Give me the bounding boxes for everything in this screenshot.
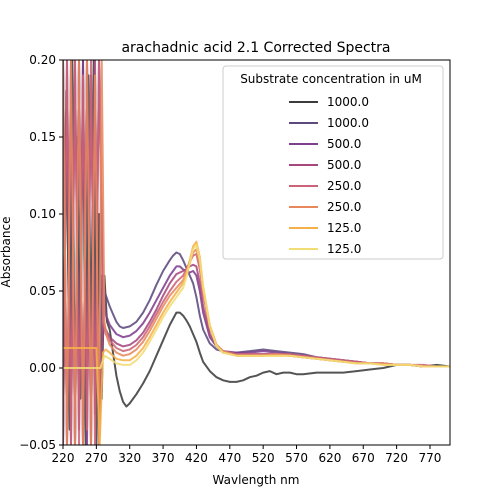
legend-entries: 1000.0 1000.0 500.0 500.0 250.0 250.0 125.0 125… — [289, 95, 369, 256]
legend-title: Substrate concentration in uM — [240, 72, 422, 86]
legend-label: 125.0 — [327, 242, 361, 256]
x-tick-label: 420 — [185, 451, 208, 465]
y-tick-label: 0.05 — [29, 284, 56, 298]
legend-label: 250.0 — [327, 200, 361, 214]
y-tick-label: 0.20 — [29, 53, 56, 67]
legend-label: 250.0 — [327, 179, 361, 193]
x-tick-label: 320 — [118, 451, 141, 465]
x-tick-label: 570 — [285, 451, 308, 465]
y-tick-label: 0.00 — [29, 361, 56, 375]
x-tick-label: 620 — [318, 451, 341, 465]
y-axis: −0.05 0.00 0.05 0.10 0.15 0.20 — [19, 53, 63, 452]
legend-label: 125.0 — [327, 221, 361, 235]
chart-title: arachadnic acid 2.1 Corrected Spectra — [121, 40, 390, 56]
y-tick-label: 0.15 — [29, 130, 56, 144]
series-layer — [63, 60, 450, 445]
x-tick-label: 770 — [419, 451, 442, 465]
x-tick-label: 520 — [252, 451, 275, 465]
legend-label: 500.0 — [327, 137, 361, 151]
x-tick-label: 720 — [385, 451, 408, 465]
legend-label: 1000.0 — [327, 116, 369, 130]
x-axis: 220 270 320 370 420 470 520 570 620 670 720 770 — [52, 445, 442, 465]
legend-box — [222, 65, 444, 260]
x-axis-label: Wavlength nm — [213, 473, 300, 487]
x-tick-label: 220 — [52, 451, 75, 465]
plot-frame — [62, 59, 451, 446]
y-tick-label: 0.10 — [29, 207, 56, 221]
legend-label: 1000.0 — [327, 95, 369, 109]
series-line-6 — [63, 240, 450, 445]
legend-label: 500.0 — [327, 158, 361, 172]
x-tick-label: 470 — [218, 451, 241, 465]
x-tick-label: 370 — [152, 451, 175, 465]
legend: Substrate concentration in uM 1000.01000… — [222, 65, 444, 260]
x-tick-label: 270 — [85, 451, 108, 465]
y-axis-label: Absorbance — [0, 217, 13, 288]
y-tick-label: −0.05 — [19, 438, 56, 452]
series-line-7 — [63, 243, 450, 369]
x-tick-label: 670 — [352, 451, 375, 465]
